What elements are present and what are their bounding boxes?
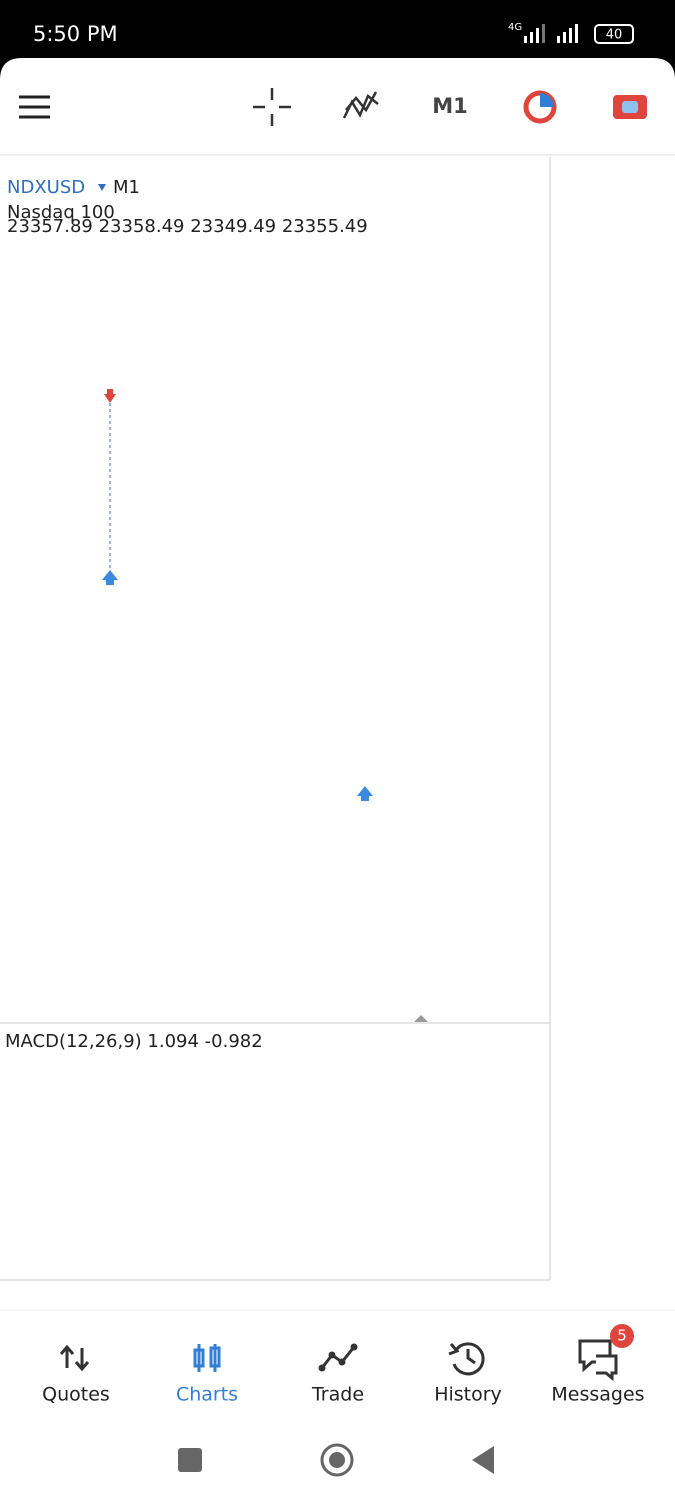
macd-label: MACD(12,26,9) 1.094 -0.982 bbox=[5, 1031, 263, 1052]
nav-label[interactable]: History bbox=[434, 1384, 502, 1406]
symbol-dropdown[interactable] bbox=[98, 184, 106, 191]
symbol[interactable]: NDXUSD bbox=[7, 177, 85, 198]
nav-label[interactable]: Quotes bbox=[42, 1384, 110, 1406]
timeframe-button[interactable]: M1 bbox=[432, 94, 468, 118]
menu-button[interactable] bbox=[19, 95, 50, 119]
trade-button[interactable] bbox=[613, 95, 647, 119]
nav-label[interactable]: Messages bbox=[551, 1384, 644, 1406]
sys-home[interactable] bbox=[320, 1443, 354, 1477]
sys-recents[interactable] bbox=[178, 1448, 202, 1472]
battery bbox=[594, 24, 634, 44]
nav-label[interactable]: Trade bbox=[311, 1384, 364, 1406]
nav-messages[interactable]: 5 Messages bbox=[551, 1324, 645, 1406]
indicators-button[interactable] bbox=[342, 91, 379, 119]
nav-label[interactable]: Charts bbox=[176, 1384, 238, 1406]
nav-badge: 5 bbox=[617, 1327, 627, 1345]
sys-back[interactable] bbox=[472, 1446, 494, 1474]
history-button[interactable] bbox=[523, 90, 557, 124]
nav-quotes[interactable]: Quotes bbox=[42, 1344, 110, 1406]
ohlc: 23357.89 23358.49 23349.49 23355.49 bbox=[7, 216, 368, 237]
panel-top bbox=[0, 58, 675, 80]
pane-handle[interactable] bbox=[414, 1015, 428, 1022]
nav-charts[interactable]: Charts bbox=[176, 1344, 238, 1406]
chart-timeframe: M1 bbox=[113, 177, 140, 198]
status-time: 5:50 PM bbox=[33, 22, 118, 46]
buy-arrow bbox=[357, 786, 373, 801]
sys-home-dot bbox=[329, 1452, 345, 1468]
symbol-description: Nasdaq 100 bbox=[7, 202, 115, 223]
battery-level: 40 bbox=[606, 28, 623, 43]
sell-arrow bbox=[104, 389, 116, 403]
nav-history[interactable]: History bbox=[434, 1342, 502, 1406]
signal-icons bbox=[524, 24, 578, 43]
crosshair-button[interactable] bbox=[253, 88, 291, 126]
buy-arrow bbox=[102, 570, 118, 585]
nav-trade[interactable]: Trade bbox=[311, 1343, 364, 1406]
network-type: 4G bbox=[508, 22, 522, 33]
